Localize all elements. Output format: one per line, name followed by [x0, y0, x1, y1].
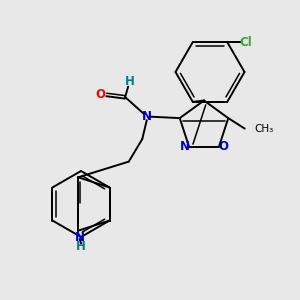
Text: O: O: [218, 140, 229, 153]
Text: CH₃: CH₃: [254, 124, 274, 134]
Text: N: N: [179, 140, 190, 153]
Text: H: H: [125, 75, 135, 88]
Text: N: N: [142, 110, 152, 123]
Text: N: N: [75, 231, 85, 244]
Text: Cl: Cl: [239, 36, 252, 49]
Text: O: O: [95, 88, 106, 101]
Text: H: H: [76, 240, 86, 253]
